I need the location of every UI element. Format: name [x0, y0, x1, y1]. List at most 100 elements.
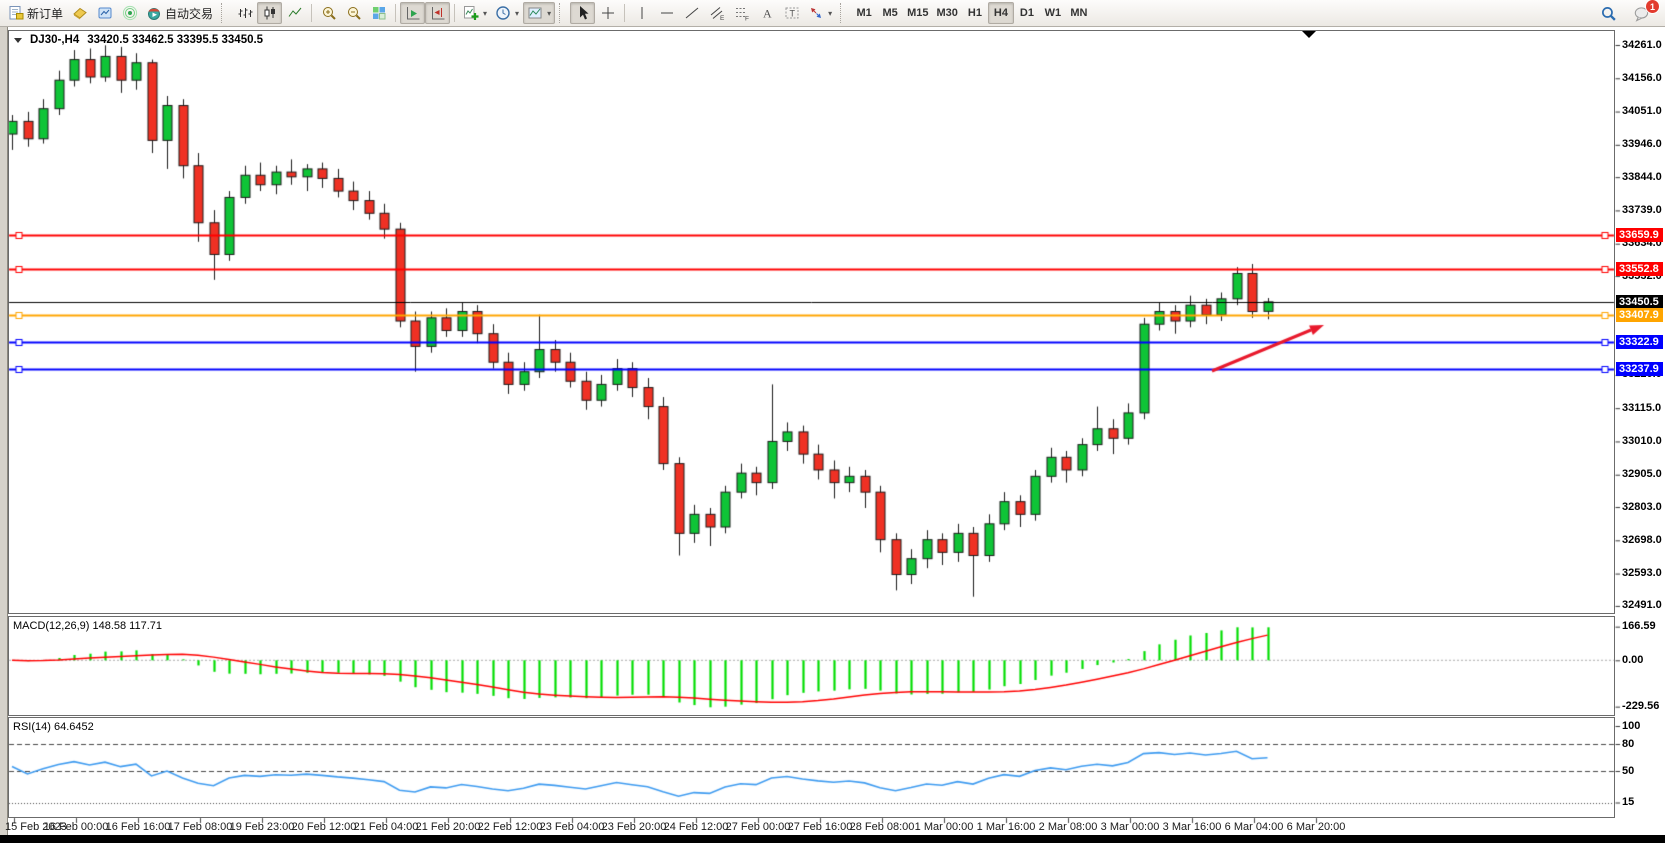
price-axis-tick: 33115.0	[1622, 401, 1662, 414]
toolbar-separator	[624, 4, 626, 22]
clock-icon	[496, 6, 510, 20]
equidistant-channel-button[interactable]: E	[704, 2, 729, 24]
notifications-button[interactable]: 1	[1629, 0, 1660, 24]
price-axis-tick: 32593.0	[1622, 567, 1662, 580]
time-axis-label: 24 Feb 12:00	[663, 821, 729, 833]
periods-button[interactable]: ▾	[491, 2, 523, 24]
price-axis-tick: 32491.0	[1622, 599, 1662, 612]
gold-cube-icon	[72, 7, 87, 20]
rsi-axis-tick: 100	[1622, 719, 1641, 732]
new-order-label: 新订单	[27, 6, 64, 21]
notification-badge: 1	[1645, 0, 1660, 14]
text-button[interactable]: A	[754, 2, 779, 24]
toolbar-separator	[311, 4, 313, 22]
time-axis-label: 6 Mar 04:00	[1224, 821, 1284, 833]
timeframe-m15-button[interactable]: M15	[903, 2, 932, 24]
rsi-axis-tick: 80	[1622, 737, 1635, 750]
timeframe-h4-button[interactable]: H4	[987, 2, 1014, 24]
timeframe-w1-button[interactable]: W1	[1040, 2, 1066, 24]
arrows-icon	[811, 8, 822, 18]
tile-windows-icon	[372, 7, 386, 20]
trendline-icon	[685, 7, 698, 19]
timeframe-m30-button[interactable]: M30	[933, 2, 962, 24]
new-order-icon	[9, 6, 24, 20]
dropdown-arrow-icon: ▾	[547, 8, 552, 18]
add-indicator-button[interactable]: ▾	[459, 2, 491, 24]
new-chart-button[interactable]	[92, 2, 117, 24]
text-label-icon: T	[785, 7, 799, 19]
timeframe-mn-button[interactable]: MN	[1066, 2, 1092, 24]
bar-chart-button[interactable]	[232, 2, 257, 24]
chart-shift-button[interactable]	[425, 2, 451, 24]
auto-scroll-button[interactable]	[400, 2, 426, 24]
vertical-line-icon	[641, 7, 643, 19]
horizontal-line-button[interactable]	[654, 2, 679, 24]
time-axis-label: 19 Feb 23:00	[229, 821, 295, 833]
market-watch-button[interactable]	[67, 2, 92, 24]
dropdown-arrow-icon: ▾	[515, 8, 520, 18]
price-axis-tick: 33946.0	[1622, 138, 1662, 151]
price-axis-tick: 32803.0	[1622, 500, 1662, 513]
vertical-line-button[interactable]	[629, 2, 654, 24]
toolbar-gripper[interactable]	[559, 3, 565, 23]
scroll-to-end-marker[interactable]	[1302, 31, 1316, 38]
crosshair-button[interactable]	[595, 2, 620, 24]
svg-text:A: A	[763, 7, 772, 21]
trendline-button[interactable]	[679, 2, 704, 24]
dropdown-arrow-icon: ▾	[483, 8, 488, 18]
autotrading-icon	[148, 8, 161, 20]
level-price-badge: 33659.9	[1616, 228, 1663, 243]
time-axis-label: 16 Feb 00:00	[43, 821, 109, 833]
level-price-badge: 33237.9	[1616, 362, 1663, 377]
time-axis-label: 23 Feb 04:00	[539, 821, 605, 833]
add-indicator-icon	[464, 6, 479, 20]
chat-bubble-icon	[1634, 6, 1649, 22]
line-chart-button[interactable]	[282, 2, 307, 24]
toolbar-separator	[395, 4, 397, 22]
price-axis-tick: 33010.0	[1622, 434, 1662, 447]
channel-icon: E	[710, 7, 725, 21]
bar-chart-icon	[238, 8, 253, 18]
horizontal-line-icon	[660, 12, 673, 14]
price-axis-tick: 34261.0	[1622, 38, 1662, 51]
timeframe-h1-button[interactable]: H1	[962, 2, 988, 24]
candlestick-chart-button[interactable]	[257, 2, 283, 24]
templates-button[interactable]: ▾	[523, 2, 556, 24]
text-label-button[interactable]: T	[779, 2, 804, 24]
timeframe-m5-button[interactable]: M5	[877, 2, 903, 24]
time-axis-label: 16 Feb 16:00	[105, 821, 171, 833]
level-price-badge: 33552.8	[1616, 262, 1663, 277]
level-price-badge: 33407.9	[1616, 308, 1663, 323]
time-axis-label: 21 Feb 04:00	[353, 821, 419, 833]
toolbar-gripper[interactable]	[221, 3, 227, 23]
price-axis-tick: 33739.0	[1622, 203, 1662, 216]
candlestick-icon	[264, 6, 275, 20]
search-button[interactable]	[1596, 2, 1621, 24]
timeframe-m1-button[interactable]: M1	[851, 2, 877, 24]
chart-window-icon	[98, 7, 112, 19]
toolbar: 新订单 自动交易	[0, 0, 1665, 27]
toolbar-gripper[interactable]	[840, 3, 846, 23]
time-axis-label: 3 Mar 00:00	[1100, 821, 1160, 833]
symbol-collapse-icon[interactable]	[14, 37, 22, 43]
time-axis-label: 20 Feb 12:00	[291, 821, 357, 833]
macd-axis-tick: 0.00	[1622, 653, 1644, 666]
zoom-out-button[interactable]	[341, 2, 366, 24]
timeframe-d1-button[interactable]: D1	[1014, 2, 1040, 24]
zoom-in-button[interactable]	[316, 2, 341, 24]
new-order-button[interactable]: 新订单	[4, 2, 67, 24]
price-axis-tick: 32698.0	[1622, 533, 1662, 546]
arrows-button[interactable]: ▾	[804, 2, 836, 24]
rsi-axis-tick: 15	[1622, 796, 1635, 808]
price-axis-tick: 34051.0	[1622, 105, 1662, 118]
signals-button[interactable]	[117, 2, 142, 24]
fibonacci-button[interactable]: F	[729, 2, 754, 24]
level-price-badge: 33322.9	[1616, 335, 1663, 350]
tile-windows-button[interactable]	[366, 2, 391, 24]
cursor-button[interactable]	[570, 2, 596, 24]
time-axis-label: 27 Feb 00:00	[725, 821, 791, 833]
price-axis-tick: 33844.0	[1622, 170, 1662, 183]
autotrading-button[interactable]: 自动交易	[142, 2, 217, 24]
